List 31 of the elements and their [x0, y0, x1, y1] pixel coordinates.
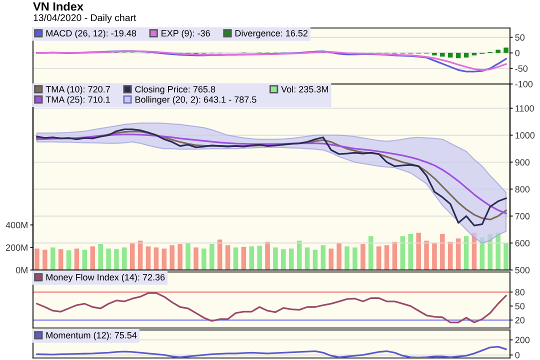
legend-label: Closing Price: 765.8 — [135, 86, 216, 94]
y2-tick-label: 1000 — [516, 132, 535, 139]
legend-label: Bollinger (20, 2): 643.1 - 787.5 — [135, 96, 256, 105]
y-tick-label: 50 — [515, 34, 525, 41]
y-tick-label: 20 — [515, 317, 525, 324]
y-tick-label: -50 — [515, 65, 528, 72]
legend-label: Divergence: 16.52 — [235, 30, 308, 38]
y-tick-label: 50 — [515, 303, 525, 310]
y-tick-label: 0M — [16, 266, 28, 274]
y2-tick-label: 700 — [515, 213, 530, 220]
legend-label: Money Flow Index (14): 72.36 — [46, 274, 165, 282]
y-tick-label: 80 — [515, 289, 525, 296]
y2-tick-label: 500 — [515, 266, 530, 274]
y2-tick-label: 900 — [515, 159, 530, 166]
legend-label: TMA (25): 710.1 — [46, 96, 110, 105]
y-tick-label: 200M — [6, 244, 28, 251]
y2-tick-label: 800 — [515, 186, 530, 192]
legend-label: EXP (9): -36 — [162, 30, 210, 38]
y-tick-label: 0 — [515, 50, 520, 56]
y-tick-label: 200 — [515, 336, 530, 344]
y-tick-label: 400M — [6, 222, 28, 228]
y-tick-label: 0 — [515, 352, 520, 358]
legend-label: Vol: 235.3M — [281, 86, 328, 92]
y2-tick-label: 600 — [515, 240, 530, 246]
legend-label: Momentum (12): 75.54 — [46, 332, 137, 340]
chart-title: VN Index — [33, 2, 84, 11]
y-tick-label: -100 — [515, 80, 533, 88]
legend-label: TMA (10): 720.7 — [46, 86, 110, 94]
chart-subtitle: 13/04/2020 - Daily chart — [34, 14, 136, 24]
y2-tick-label: 1100 — [516, 105, 534, 112]
legend-label: MACD (26, 12): -19.48 — [46, 30, 136, 38]
